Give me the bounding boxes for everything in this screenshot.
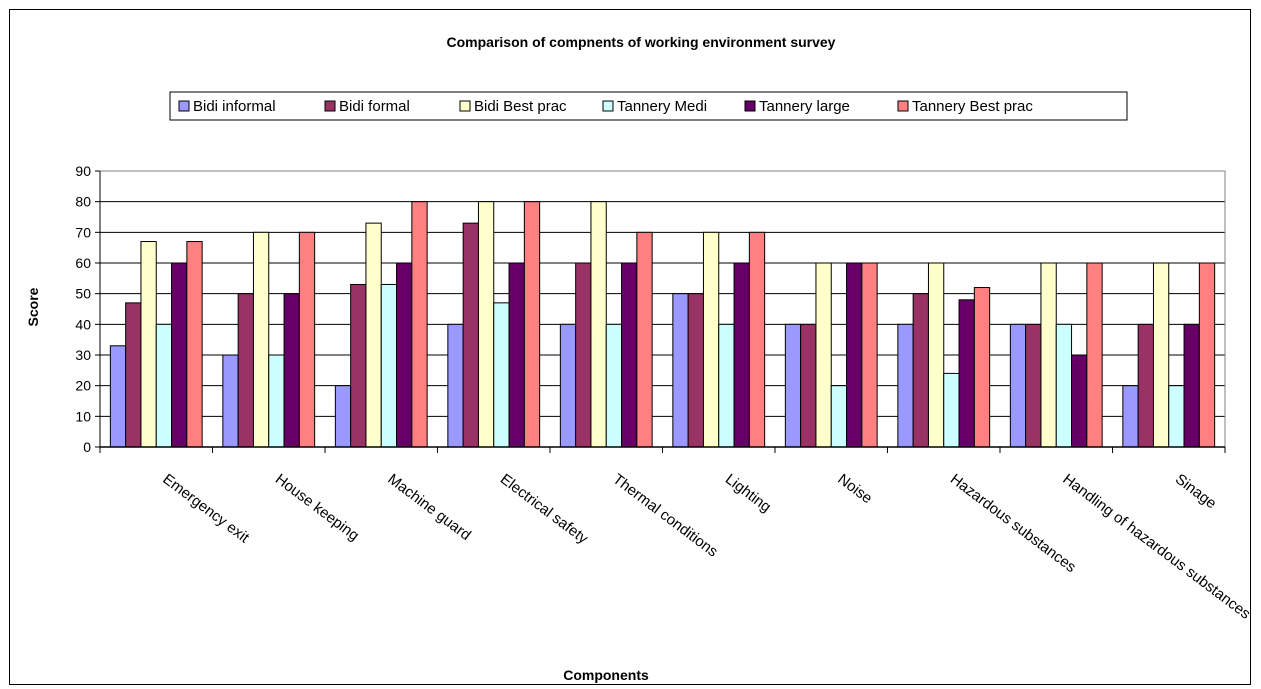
bar: [171, 262, 188, 448]
chart-svg: Comparison of compnents of working envir…: [25, 34, 1252, 683]
bar: [1137, 323, 1154, 448]
bar: [237, 293, 254, 448]
bar: [1055, 323, 1073, 448]
bar: [1152, 262, 1170, 448]
bar: [1009, 323, 1027, 448]
bar: [298, 231, 316, 448]
chart-frame: Comparison of compnents of working envir…: [9, 9, 1252, 685]
bar: [447, 323, 464, 448]
bar: [155, 323, 173, 448]
bar: [1086, 262, 1103, 448]
bar: [733, 262, 750, 448]
legend-label: Tannery Medi: [617, 98, 707, 115]
bar: [943, 372, 960, 448]
bar: [687, 293, 704, 448]
bar: [718, 323, 735, 448]
legend: Bidi informal Bidi formal Bidi Best prac Ta…: [169, 91, 1128, 121]
bar: [846, 262, 863, 448]
legend-label: Bidi formal: [339, 98, 410, 115]
bar: [575, 262, 592, 448]
bar: [1198, 262, 1216, 448]
y-tick-label: 80: [75, 194, 91, 210]
bar: [672, 293, 689, 448]
category-label: Machine guard: [384, 471, 473, 544]
legend-swatch: [897, 100, 909, 112]
bar: [1071, 354, 1088, 448]
bar: [109, 345, 127, 448]
legend-label: Bidi Best prac: [474, 98, 567, 115]
bar: [283, 293, 300, 448]
category-label: Emergency exit: [159, 471, 252, 547]
bar: [559, 323, 577, 448]
bar: [222, 354, 239, 448]
legend-label: Tannery Best prac: [912, 98, 1033, 115]
bar: [477, 201, 495, 448]
bar: [1040, 262, 1057, 448]
y-axis-title: Score: [25, 287, 41, 326]
y-tick-label: 60: [75, 255, 91, 271]
bar: [1122, 385, 1139, 448]
bar: [140, 241, 157, 448]
category-label: Electrical safety: [497, 471, 592, 548]
bar: [493, 302, 510, 448]
bar: [861, 262, 878, 448]
bar: [350, 283, 367, 448]
y-tick-label: 50: [75, 286, 91, 302]
bar: [508, 262, 525, 448]
y-tick-label: 90: [75, 163, 91, 179]
category-label: Sinage: [1172, 471, 1220, 513]
bar: [605, 323, 623, 448]
bar: [1183, 323, 1200, 448]
y-tick-label: 30: [75, 347, 91, 363]
category-label: Handling of hazardous substances: [1059, 471, 1252, 623]
y-tick-label: 10: [75, 408, 91, 424]
plot-area: 0 10 20 30 40 50 60 70 80 90 Emergency exit House k…: [75, 163, 1252, 623]
y-tick-label: 70: [75, 224, 91, 240]
bar: [523, 201, 541, 448]
bar: [748, 231, 766, 448]
bar: [252, 231, 270, 448]
bar: [912, 293, 929, 448]
bar: [125, 302, 142, 448]
bar: [815, 262, 832, 448]
bar: [1025, 323, 1042, 448]
bar: [702, 231, 720, 448]
bar: [268, 354, 285, 448]
category-label: Thermal conditions: [609, 471, 720, 561]
bar: [784, 323, 802, 448]
bar: [380, 283, 398, 448]
bar: [1168, 385, 1185, 448]
bar: [590, 201, 607, 448]
y-tick-label: 20: [75, 378, 91, 394]
legend-label: Bidi informal: [193, 98, 276, 115]
category-label: Noise: [834, 471, 875, 508]
category-label: Hazardous substances: [947, 471, 1079, 576]
bar: [973, 287, 991, 448]
legend-swatch: [459, 100, 471, 112]
bar: [897, 323, 914, 448]
y-tick-label: 0: [83, 439, 91, 455]
bar: [958, 299, 975, 448]
bar: [621, 262, 638, 448]
x-axis-title: Components: [563, 667, 649, 683]
legend-label: Tannery large: [759, 98, 850, 115]
bar: [365, 222, 382, 448]
bar: [186, 241, 203, 448]
legend-swatch: [602, 100, 614, 112]
y-tick-label: 40: [75, 316, 91, 332]
bar: [462, 222, 479, 448]
bar: [927, 262, 945, 448]
bar: [334, 385, 352, 448]
chart-title: Comparison of compnents of working envir…: [447, 34, 836, 50]
category-label: House keeping: [272, 471, 362, 545]
legend-swatch: [744, 100, 756, 112]
legend-swatch: [178, 100, 190, 112]
bar: [800, 323, 817, 448]
category-label: Lighting: [722, 471, 774, 516]
bar: [636, 231, 653, 448]
bar: [396, 262, 413, 448]
bar: [830, 385, 848, 448]
legend-swatch: [324, 100, 336, 112]
bar: [411, 201, 428, 448]
